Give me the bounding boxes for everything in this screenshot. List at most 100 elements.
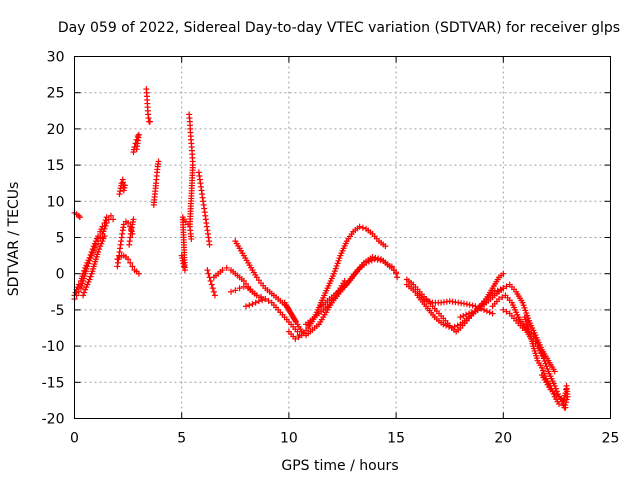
data-point [259, 297, 266, 304]
data-point [102, 217, 109, 224]
data-points [71, 86, 571, 411]
grid-lines [74, 56, 611, 419]
data-point [448, 325, 455, 331]
data-point [457, 314, 464, 321]
data-point [236, 285, 243, 292]
data-point [81, 289, 88, 296]
data-point [460, 312, 467, 319]
data-point [499, 294, 506, 301]
y-tick-label: 10 [47, 194, 65, 210]
data-point [388, 263, 395, 270]
data-point [210, 288, 217, 295]
data-point [208, 281, 215, 288]
data-point [420, 296, 427, 303]
data-point [145, 115, 152, 122]
data-point [463, 301, 470, 308]
data-point [232, 287, 239, 294]
data-point [96, 246, 103, 253]
y-tick-label: -20 [42, 412, 65, 428]
data-point [110, 216, 117, 223]
data-point [382, 243, 389, 250]
data-point [541, 370, 548, 377]
data-point [188, 235, 195, 242]
data-point [426, 298, 433, 305]
data-point [375, 255, 382, 262]
data-point [228, 288, 235, 295]
data-point [219, 267, 226, 274]
data-point [211, 292, 218, 299]
data-point [486, 309, 493, 316]
data-point [503, 283, 510, 290]
data-point [86, 254, 93, 261]
data-point [240, 283, 247, 290]
data-point [463, 311, 470, 318]
chart-title: Day 059 of 2022, Sidereal Day-to-day VTE… [58, 20, 620, 36]
y-tick-label: 20 [47, 122, 65, 138]
data-point [443, 322, 450, 329]
data-point [468, 309, 475, 316]
y-tick-label: 15 [47, 158, 65, 174]
x-tick-label: 10 [280, 431, 298, 447]
data-point [471, 308, 478, 315]
data-point [72, 289, 79, 296]
data-point [393, 270, 400, 277]
data-point [483, 308, 490, 315]
y-axis-label: SDTVAR / TECUs [6, 182, 22, 297]
data-point [204, 267, 211, 274]
data-point [292, 335, 299, 342]
data-point [465, 310, 472, 317]
data-point [130, 216, 137, 223]
x-tick-label: 5 [177, 431, 186, 447]
data-point [121, 182, 128, 189]
y-tick-label: -15 [42, 375, 65, 391]
data-point [372, 254, 379, 261]
data-point [503, 308, 510, 315]
x-axis-label: GPS time / hours [281, 458, 398, 474]
data-point [500, 270, 507, 277]
x-tick-label: 15 [387, 431, 405, 447]
data-point [80, 270, 87, 277]
data-point [253, 292, 260, 299]
data-point [423, 297, 430, 304]
data-point [454, 322, 461, 329]
data-point [369, 254, 376, 261]
y-tick-label: -10 [42, 339, 65, 355]
data-point [87, 273, 94, 280]
y-tick-label: -5 [51, 303, 65, 319]
data-point [99, 223, 106, 230]
x-tick-labels: 0 5 10 15 20 25 [70, 431, 619, 447]
data-point [81, 267, 88, 274]
data-point [295, 334, 302, 341]
data-point [500, 285, 507, 292]
data-point [466, 301, 473, 308]
plot-frame [74, 56, 611, 419]
data-point [292, 317, 299, 324]
data-point [563, 399, 570, 406]
data-point [359, 224, 366, 231]
data-point [542, 372, 549, 379]
data-point [146, 118, 153, 125]
y-tick-label: 5 [56, 231, 65, 247]
data-point [496, 296, 503, 303]
data-point [255, 298, 262, 305]
data-point [207, 277, 214, 284]
data-point [539, 367, 546, 374]
data-point [223, 264, 230, 271]
data-point [155, 158, 162, 165]
data-point [180, 263, 187, 270]
data-point [135, 270, 142, 277]
data-point [103, 214, 110, 221]
y-tick-label: 25 [47, 86, 65, 102]
data-point [249, 301, 256, 308]
data-point [80, 292, 87, 299]
data-point [76, 214, 83, 221]
x-tick-label: 20 [494, 431, 512, 447]
data-point [262, 296, 269, 303]
data-point [95, 233, 102, 240]
x-tick-label: 25 [602, 431, 620, 447]
data-point [538, 364, 545, 371]
data-point [86, 276, 93, 283]
data-point [102, 222, 109, 229]
data-point [101, 233, 108, 240]
